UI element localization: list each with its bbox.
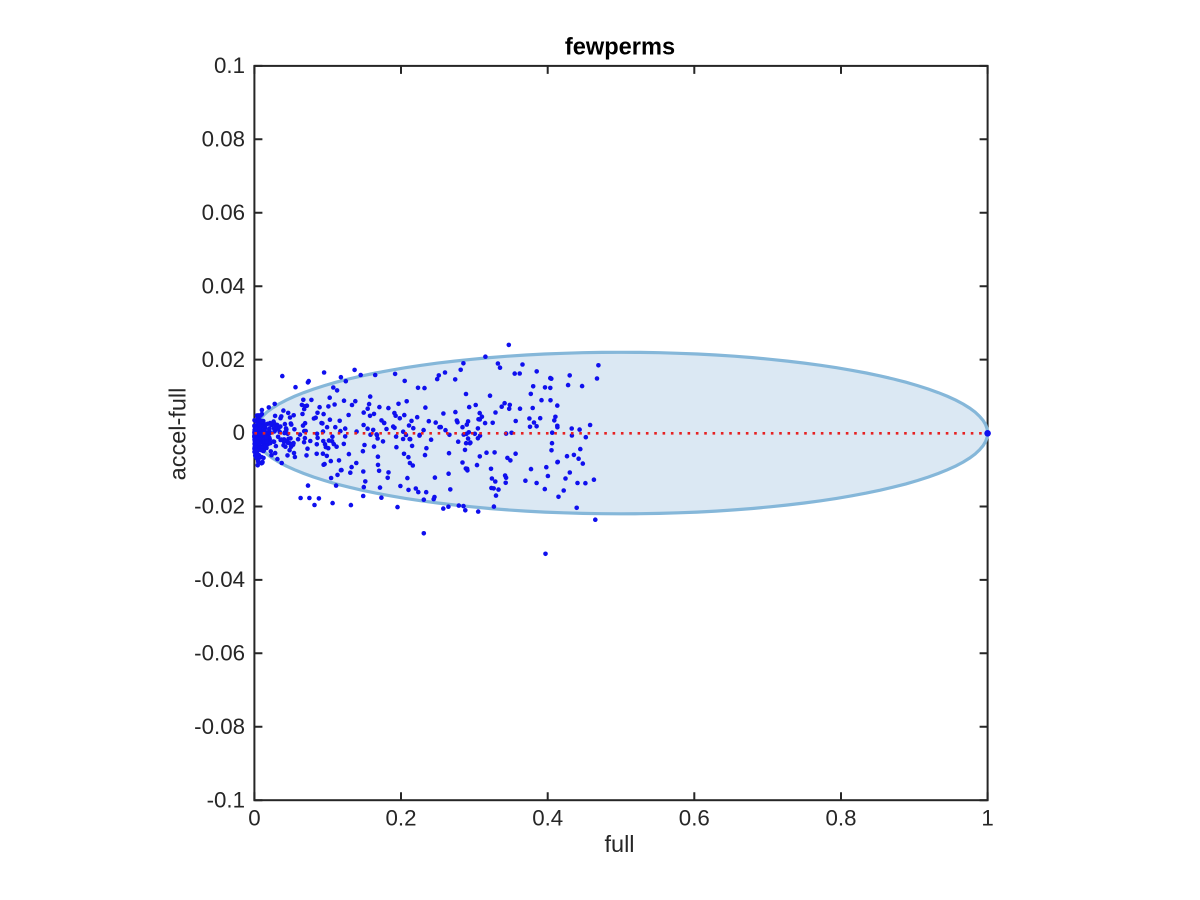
- svg-text:0.08: 0.08: [202, 127, 245, 152]
- svg-text:0.2: 0.2: [386, 806, 417, 831]
- svg-text:-0.1: -0.1: [207, 787, 245, 812]
- svg-text:0: 0: [248, 806, 260, 831]
- svg-text:-0.04: -0.04: [194, 567, 245, 592]
- svg-text:0: 0: [233, 420, 245, 445]
- svg-text:-0.06: -0.06: [194, 641, 245, 666]
- svg-text:0.8: 0.8: [826, 806, 857, 831]
- svg-text:-0.02: -0.02: [194, 494, 245, 519]
- svg-text:full: full: [604, 831, 634, 857]
- svg-text:0.04: 0.04: [202, 273, 245, 298]
- svg-text:0.06: 0.06: [202, 200, 245, 225]
- svg-text:1: 1: [981, 806, 993, 831]
- svg-text:0.6: 0.6: [679, 806, 710, 831]
- svg-text:fewperms: fewperms: [565, 35, 675, 61]
- svg-text:-0.08: -0.08: [194, 714, 245, 739]
- svg-text:0.4: 0.4: [532, 806, 563, 831]
- svg-text:0.02: 0.02: [202, 347, 245, 372]
- svg-text:0.1: 0.1: [214, 53, 245, 78]
- svg-text:accel-full: accel-full: [165, 388, 191, 481]
